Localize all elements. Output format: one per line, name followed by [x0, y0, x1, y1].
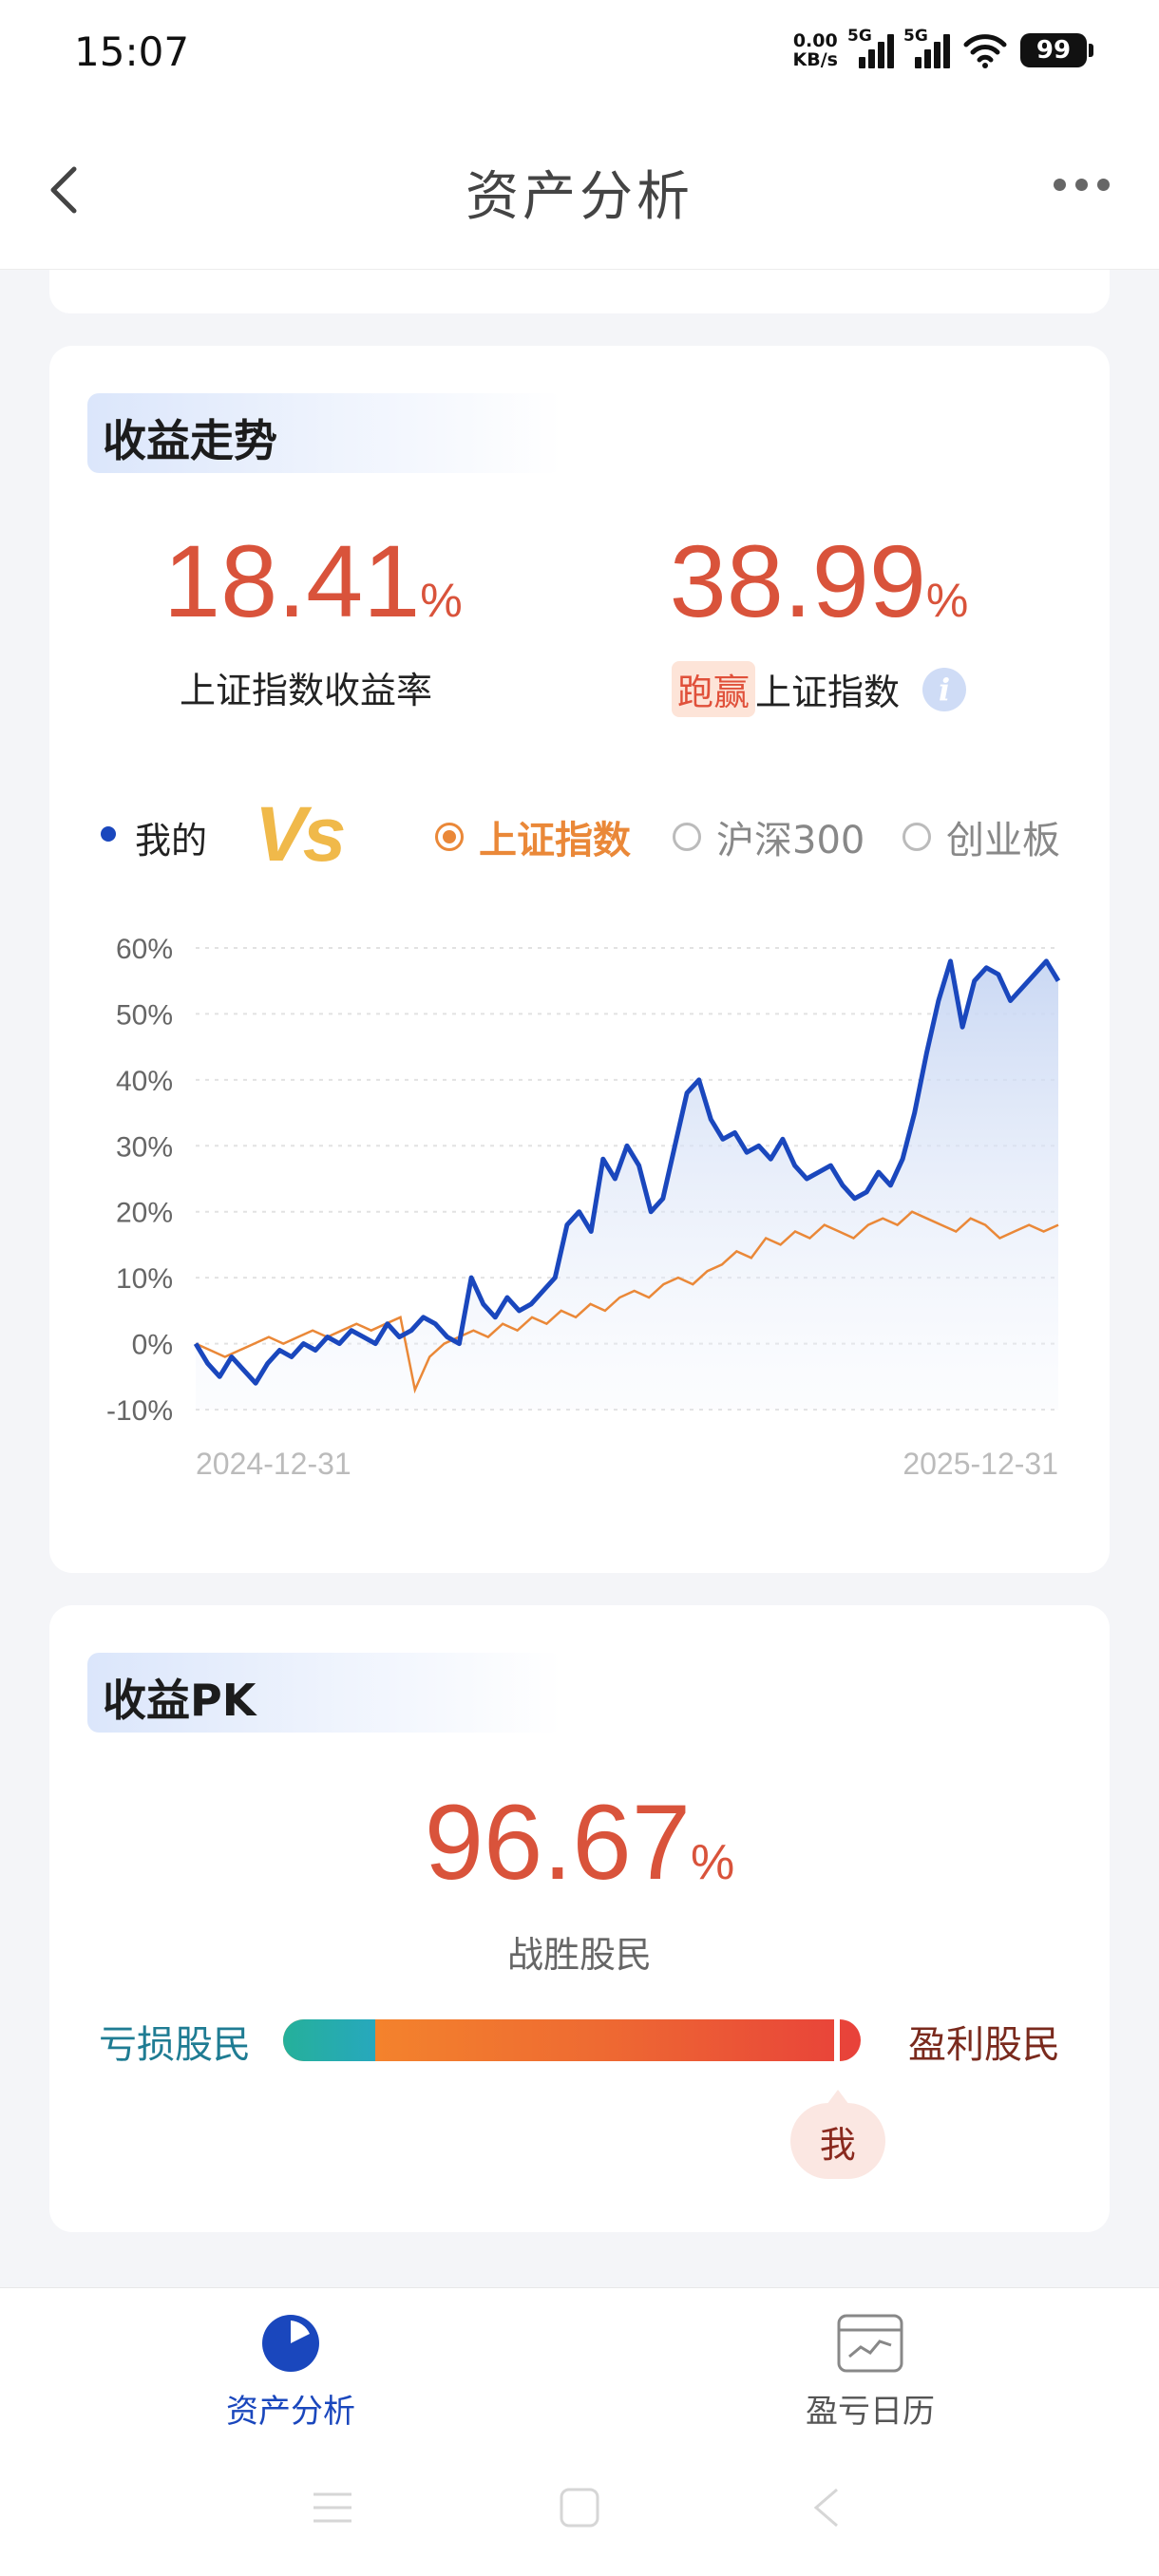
option-label: 上证指数 — [479, 819, 631, 862]
net-speed: 0.00 KB/s — [793, 31, 838, 69]
card-title: 收益PK — [103, 1675, 256, 1726]
pie-chart-icon — [262, 2315, 319, 2372]
option-chinext[interactable]: 创业板 — [902, 809, 1060, 864]
vs-logo: Vs — [255, 791, 346, 878]
mine-area-fill — [196, 960, 1058, 1410]
tab-pnl-calendar[interactable]: 盈亏日历 — [728, 2313, 1013, 2432]
net-speed-value: 0.00 — [792, 30, 838, 51]
card-title-bg: 收益走势 — [87, 393, 562, 473]
index-return-value: 18.41% — [163, 523, 463, 638]
back-icon — [813, 2488, 838, 2528]
y-tick-label: 60% — [116, 934, 173, 965]
beat-tag: 跑赢 — [671, 661, 755, 717]
info-icon[interactable]: i — [922, 667, 967, 711]
chevron-left-icon — [50, 166, 77, 214]
y-tick-label: 30% — [116, 1131, 173, 1163]
me-bubble: 我 — [789, 2090, 885, 2179]
index-return-label: 上证指数收益率 — [179, 670, 432, 711]
pk-distribution-bar — [283, 2019, 861, 2061]
signal-icon: 5G — [847, 27, 894, 68]
battery-icon: 99 — [1020, 33, 1093, 67]
y-tick-label: -10% — [106, 1395, 173, 1427]
signal-label: 5G — [847, 27, 872, 46]
beat-index-stat: 38.99% 跑赢 上证指数 i — [619, 524, 1018, 717]
return-pk-card: 收益PK 96.67% 战胜股民 亏损股民 盈利股民 我 — [49, 1605, 1110, 2232]
card-title-bg: 收益PK — [87, 1653, 562, 1733]
return-trend-chart[interactable]: 60% 50% 40% 30% 20% 10% 0% -10% 2024-12-31 2025… — [49, 925, 1110, 1495]
status-icons: 0.00 KB/s 5G 5G 99 — [793, 27, 1093, 74]
profit-investors-label: 盈利股民 — [908, 2023, 1060, 2067]
tab-asset-analysis[interactable]: 资产分析 — [148, 2313, 433, 2432]
x-axis-end-label: 2025-12-31 — [902, 1447, 1058, 1481]
y-tick-label: 20% — [116, 1198, 173, 1229]
home-icon — [560, 2488, 599, 2528]
beat-label: 上证指数 — [755, 672, 901, 713]
back-button[interactable] — [36, 161, 93, 218]
previous-card-edge — [49, 270, 1110, 313]
beat-value: 38.99% — [669, 523, 969, 638]
status-bar: 15:07 0.00 KB/s 5G 5G 99 — [0, 0, 1159, 104]
more-button[interactable] — [1054, 179, 1110, 191]
tab-label: 资产分析 — [226, 2393, 355, 2431]
app-header: 资产分析 — [0, 104, 1159, 270]
bottom-tab-bar: 资产分析 盈亏日历 — [0, 2287, 1159, 2441]
more-dots-icon — [1054, 179, 1066, 191]
card-title: 收益走势 — [103, 415, 277, 466]
mine-legend-label: 我的 — [135, 820, 208, 862]
wifi-icon — [963, 34, 1007, 68]
pk-value: 96.67% — [424, 1783, 735, 1902]
calendar-chart-icon — [837, 2314, 903, 2373]
mine-legend-dot — [101, 826, 116, 842]
y-tick-label: 50% — [116, 999, 173, 1031]
menu-button[interactable] — [304, 2479, 361, 2536]
y-tick-label: 40% — [116, 1066, 173, 1097]
option-hs300[interactable]: 沪深300 — [673, 809, 864, 864]
y-tick-label: 10% — [116, 1263, 173, 1295]
y-tick-label: 0% — [132, 1330, 173, 1361]
page-title: 资产分析 — [466, 166, 694, 228]
radio-selected-icon — [435, 823, 464, 851]
pk-label: 战胜股民 — [506, 1934, 652, 1976]
option-sh-index[interactable]: 上证指数 — [435, 809, 631, 864]
loss-investors-label: 亏损股民 — [99, 2023, 251, 2067]
system-nav-bar — [0, 2441, 1159, 2576]
return-trend-card: 收益走势 18.41% 上证指数收益率 38.99% 跑赢 上证指数 i 我的 … — [49, 346, 1110, 1573]
pk-stat: 96.67% 战胜股民 — [49, 1786, 1110, 1978]
tab-label: 盈亏日历 — [806, 2393, 935, 2431]
menu-icon — [314, 2492, 352, 2523]
status-time: 15:07 — [74, 28, 190, 75]
radio-icon — [673, 823, 701, 851]
home-button[interactable] — [551, 2479, 608, 2536]
x-axis-start-label: 2024-12-31 — [196, 1447, 352, 1481]
option-label: 创业板 — [946, 819, 1060, 862]
option-label: 沪深300 — [716, 819, 865, 862]
my-position-marker — [833, 2019, 840, 2061]
net-speed-unit: KB/s — [792, 49, 838, 70]
signal-icon: 5G — [903, 27, 950, 68]
loss-segment — [283, 2019, 376, 2061]
signal-label: 5G — [903, 27, 928, 46]
compare-selector: 我的 Vs 上证指数 沪深300 创业板 — [49, 790, 1110, 878]
index-series-line — [195, 1210, 1059, 1394]
mine-series-line — [193, 958, 1061, 1386]
index-return-stat: 18.41% 上证指数收益率 — [163, 523, 463, 713]
radio-icon — [902, 823, 931, 851]
nav-back-button[interactable] — [798, 2479, 855, 2536]
